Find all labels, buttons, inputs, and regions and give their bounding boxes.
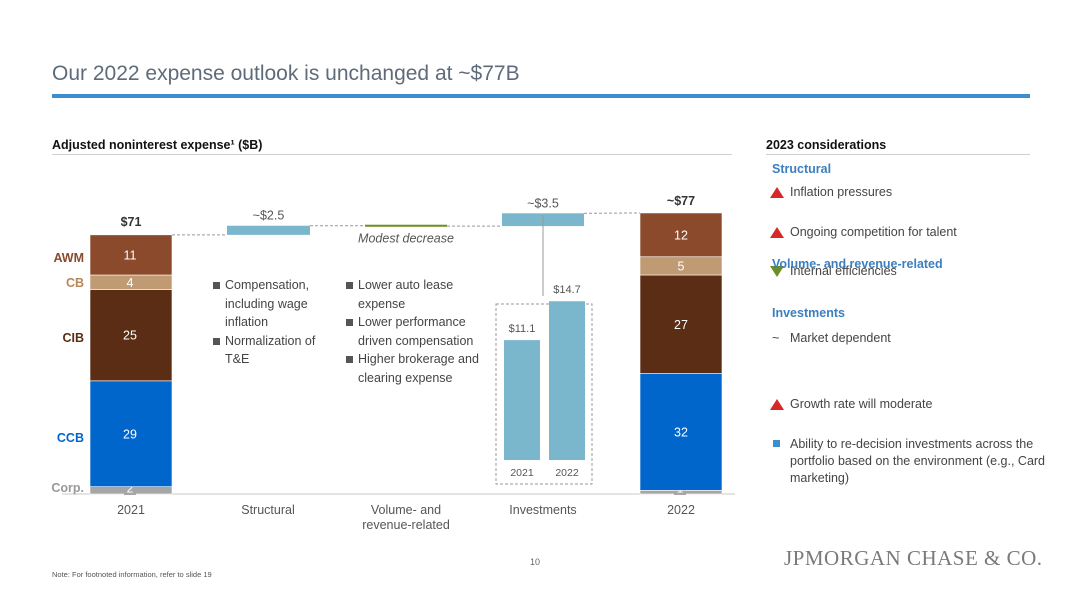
volume-bullet-2: Lower performance driven compensation: [345, 313, 485, 350]
waterfall-chart: 22925411$7113227512~$77AWMCBCIBCCBCorp.~…: [51, 194, 735, 532]
structural-bullet-2: Normalization of T&E: [212, 332, 330, 369]
total-2021-label: $71: [121, 215, 142, 229]
considerations-item: Growth rate will moderate: [768, 396, 1048, 413]
segment-label-cb: CB: [66, 276, 84, 290]
volume-annotation: Lower auto lease expense Lower performan…: [345, 276, 485, 387]
category-label-2022: 2022: [667, 503, 695, 517]
page-title: Our 2022 expense outlook is unchanged at…: [52, 62, 520, 85]
considerations-item-text: Ongoing competition for talent: [790, 224, 957, 239]
company-logo: JPMORGAN CHASE & CO.: [784, 546, 1043, 570]
inset-bar-2022: [549, 301, 585, 460]
segment-label-ccb: CCB: [57, 431, 84, 445]
step-label-1: ~$2.5: [253, 209, 285, 223]
bar-2021-cib-segment: [89, 289, 173, 382]
bar-2021-cib-value: 25: [123, 329, 137, 343]
footnote: Note: For footnoted information, refer t…: [52, 570, 212, 579]
category-label-2021: 2021: [117, 503, 145, 517]
step-bar-1: [227, 225, 310, 235]
segment-label-cib: CIB: [62, 331, 84, 345]
considerations-item: Internal efficiencies: [768, 263, 1048, 280]
chart-header-rule: [52, 154, 732, 155]
considerations-header: 2023 considerations: [766, 138, 887, 152]
inset-bar-2021: [504, 340, 540, 460]
considerations-item: Ongoing competition for talent: [768, 224, 1048, 241]
considerations-item: Inflation pressures: [768, 184, 1048, 201]
inset-tick-2022: 2022: [555, 467, 579, 479]
considerations-panel: Structural Inflation pressures Ongoing com…: [768, 162, 1045, 485]
inset-value-2022: $14.7: [553, 284, 581, 296]
category-label-volume-line2: revenue-related: [362, 518, 450, 532]
title-rule: [52, 94, 1030, 98]
tilde-icon: ~: [772, 330, 780, 345]
volume-bullet-3: Higher brokerage and clearing expense: [345, 350, 485, 387]
step-bar-2: [365, 224, 447, 227]
bar-2022-cib-segment: [639, 274, 723, 374]
category-label-volume-line1: Volume- and: [371, 503, 441, 517]
inset-value-2021: $11.1: [509, 323, 536, 335]
bar-2022-ccb-segment: [639, 373, 723, 491]
volume-bullet-1: Lower auto lease expense: [345, 276, 485, 313]
considerations-item: ~ Market dependent: [768, 330, 1048, 347]
considerations-item-text: Inflation pressures: [790, 185, 893, 199]
category-label-structural: Structural: [241, 503, 295, 517]
decrease-triangle-icon: [770, 266, 784, 277]
bar-2021-cb-value: 4: [127, 276, 134, 290]
considerations-section-title: Investments: [772, 306, 845, 320]
bar-2022-cb-value: 5: [678, 259, 685, 273]
bar-2022-awm-segment: [639, 212, 723, 258]
considerations-item-text: Growth rate will moderate: [790, 397, 933, 411]
considerations-item: Ability to re-decision investments acros…: [768, 436, 1048, 487]
square-bullet-icon: [773, 439, 780, 447]
considerations-item-text: Market dependent: [790, 330, 891, 345]
bar-2022-awm-value: 12: [674, 228, 688, 242]
structural-bullet-1: Compensation, including wage inflation: [212, 276, 330, 332]
bar-2021-awm-value: 11: [124, 248, 137, 262]
considerations-item-text: Ability to re-decision investments acros…: [790, 436, 1046, 485]
chart-header: Adjusted noninterest expense¹ ($B): [52, 138, 263, 152]
segment-label-corp: Corp.: [51, 481, 84, 495]
step-label-2: Modest decrease: [358, 232, 454, 246]
structural-annotation: Compensation, including wage inflation N…: [212, 276, 330, 369]
considerations-section-title: Volume- and revenue-related: [772, 256, 943, 271]
increase-triangle-icon: [770, 226, 784, 238]
total-2022-label: ~$77: [667, 194, 695, 208]
bar-2021-awm-segment: [89, 234, 173, 276]
considerations-section-title: Structural: [772, 162, 832, 176]
bar-2021-ccb-value: 29: [123, 427, 137, 441]
increase-triangle-icon: [770, 399, 784, 410]
segment-label-awm: AWM: [53, 251, 84, 265]
inset-tick-2021: 2021: [510, 467, 534, 479]
inset-frame: [495, 303, 593, 485]
step-label-3: ~$3.5: [527, 196, 559, 210]
bar-2022-cib-value: 27: [674, 318, 688, 332]
page-number: 10: [530, 557, 541, 567]
bar-2022-ccb-value: 32: [674, 425, 688, 439]
bar-2021-corp-value: 2: [127, 482, 134, 496]
category-label-investments: Investments: [509, 503, 576, 517]
considerations-header-rule: [766, 154, 1030, 155]
increase-triangle-icon: [770, 187, 784, 198]
considerations-item-text: Internal efficiencies: [790, 264, 897, 278]
